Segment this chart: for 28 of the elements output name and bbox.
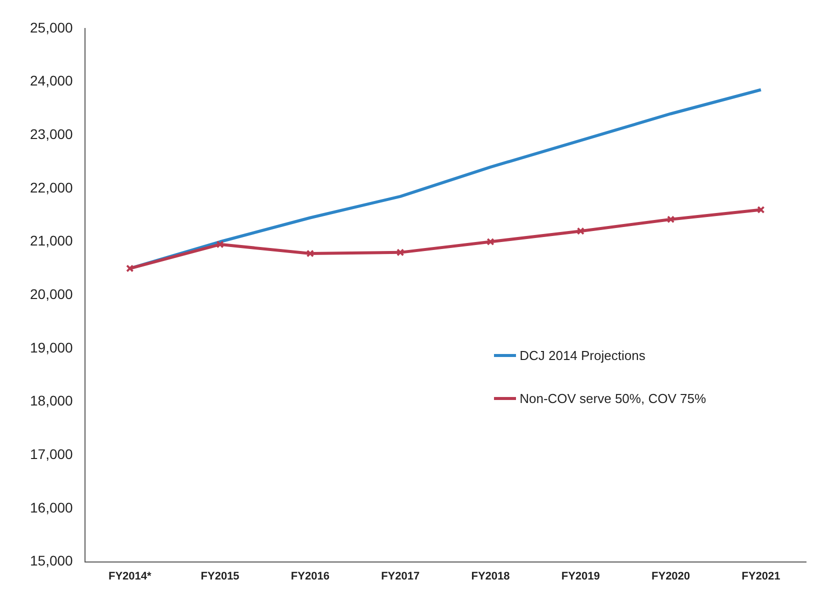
x-tick-label: FY2015 xyxy=(200,570,240,582)
y-tick-label: 17,000 xyxy=(30,446,74,462)
y-tick-label: 24,000 xyxy=(30,72,74,89)
point xyxy=(666,216,675,224)
y-tick-label: 18,000 xyxy=(30,392,74,409)
y-tick-label: 22,000 xyxy=(30,179,74,196)
x-tick-label: FY2021 xyxy=(742,570,780,582)
legend-label: Non-COV serve 50%, COV 75% xyxy=(520,391,706,406)
x-tick-label: FY2018 xyxy=(471,570,510,582)
x-tick-label: FY2017 xyxy=(381,570,420,582)
y-tick-label: 23,000 xyxy=(30,126,74,142)
point xyxy=(486,238,494,246)
legend-label: DCJ 2014 Projections xyxy=(520,348,646,363)
point xyxy=(306,250,314,258)
point xyxy=(126,264,134,272)
y-tick-label: 25,000 xyxy=(30,19,74,36)
y-tick-label: 19,000 xyxy=(30,339,74,356)
y-tick-label: 16,000 xyxy=(30,499,74,516)
x-tick-label: FY2019 xyxy=(561,570,600,582)
point xyxy=(216,240,224,248)
x-tick-label: FY2014* xyxy=(108,570,152,582)
point xyxy=(576,227,584,235)
y-tick-label: 20,000 xyxy=(30,286,74,302)
point xyxy=(396,248,404,256)
y-tick-label: 21,000 xyxy=(30,232,74,249)
y-tick-label: 15,000 xyxy=(30,552,74,569)
x-tick-label: FY2016 xyxy=(290,570,330,582)
x-tick-label: FY2020 xyxy=(652,570,690,582)
